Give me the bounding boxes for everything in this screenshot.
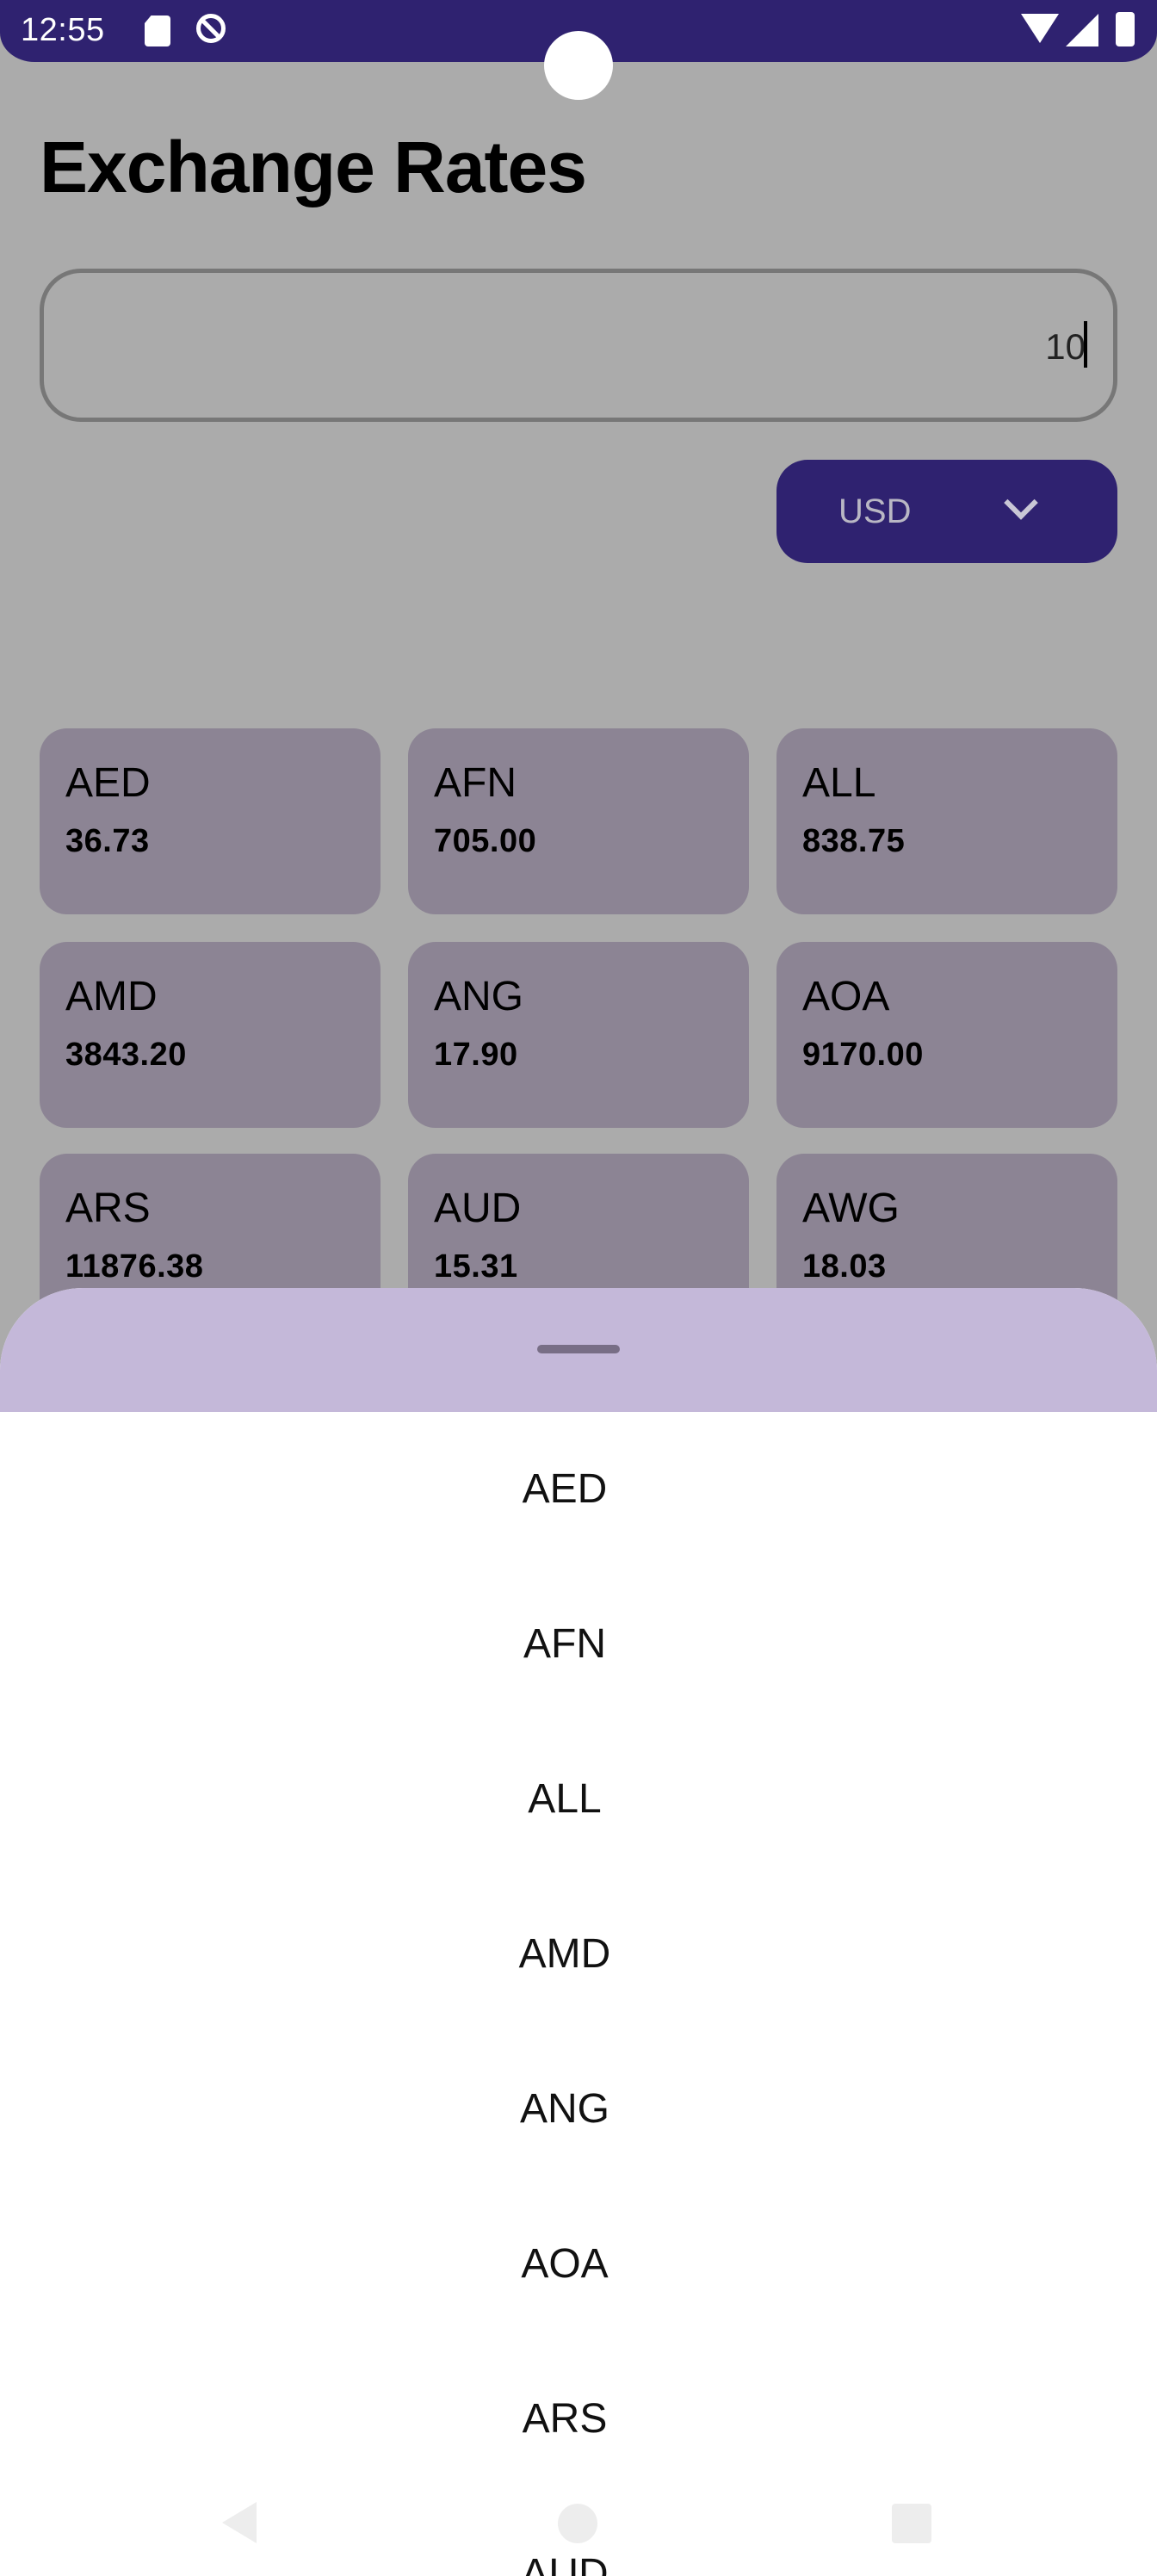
sheet-header[interactable] — [0, 1288, 1157, 1412]
navigation-bar — [0, 2493, 1157, 2576]
text-cursor — [1084, 321, 1087, 368]
back-icon[interactable] — [222, 2502, 257, 2543]
rate-value: 9170.00 — [802, 1037, 924, 1073]
rate-card: AFN 705.00 — [408, 728, 749, 914]
rate-card: ANG 17.90 — [408, 942, 749, 1128]
rate-value: 11876.38 — [65, 1248, 204, 1285]
battery-icon — [1116, 12, 1135, 46]
wifi-icon — [1021, 14, 1059, 43]
home-icon[interactable] — [558, 2504, 597, 2543]
currency-option[interactable]: ALL — [528, 1776, 602, 1822]
currency-option[interactable]: AOA — [521, 2241, 609, 2287]
sd-card-icon — [145, 15, 170, 46]
rate-card: AMD 3843.20 — [40, 942, 381, 1128]
currency-option[interactable]: AMD — [518, 1931, 611, 1977]
rate-value: 36.73 — [65, 823, 150, 859]
rate-value: 18.03 — [802, 1248, 887, 1285]
currency-option[interactable]: ANG — [519, 2086, 609, 2132]
currency-option[interactable]: ARS — [522, 2396, 608, 2442]
rate-code: AED — [65, 760, 151, 806]
rate-value: 15.31 — [434, 1248, 518, 1285]
rate-code: ALL — [802, 760, 876, 806]
rate-code: AMD — [65, 974, 158, 1019]
rate-code: AWG — [802, 1186, 900, 1231]
status-time: 12:55 — [21, 12, 105, 48]
rate-card: AOA 9170.00 — [776, 942, 1117, 1128]
currency-bottom-sheet: AED AFN ALL AMD ANG AOA ARS AUD — [0, 1288, 1157, 2576]
currency-option[interactable]: AED — [522, 1466, 608, 1512]
recents-icon[interactable] — [892, 2504, 931, 2543]
camera-cutout — [544, 31, 613, 100]
rate-card: ALL 838.75 — [776, 728, 1117, 914]
currency-selected-label: USD — [838, 492, 912, 530]
signal-icon — [1066, 14, 1098, 46]
rate-value: 705.00 — [434, 823, 537, 859]
rate-value: 838.75 — [802, 823, 906, 859]
amount-input[interactable]: 10 — [40, 269, 1117, 422]
rate-code: ARS — [65, 1186, 151, 1231]
rate-code: AUD — [434, 1186, 522, 1231]
rate-card: AED 36.73 — [40, 728, 381, 914]
rate-code: AOA — [802, 974, 890, 1019]
currency-option[interactable]: AUD — [521, 2551, 609, 2576]
sync-icon — [196, 14, 226, 43]
rate-value: 3843.20 — [65, 1037, 187, 1073]
rate-value: 17.90 — [434, 1037, 518, 1073]
rate-code: AFN — [434, 760, 517, 806]
currency-option[interactable]: AFN — [523, 1621, 606, 1667]
rate-code: ANG — [434, 974, 524, 1019]
amount-value: 10 — [1045, 326, 1086, 367]
currency-select[interactable]: USD — [776, 460, 1117, 563]
drag-handle[interactable] — [537, 1345, 620, 1353]
page-title: Exchange Rates — [40, 127, 587, 207]
